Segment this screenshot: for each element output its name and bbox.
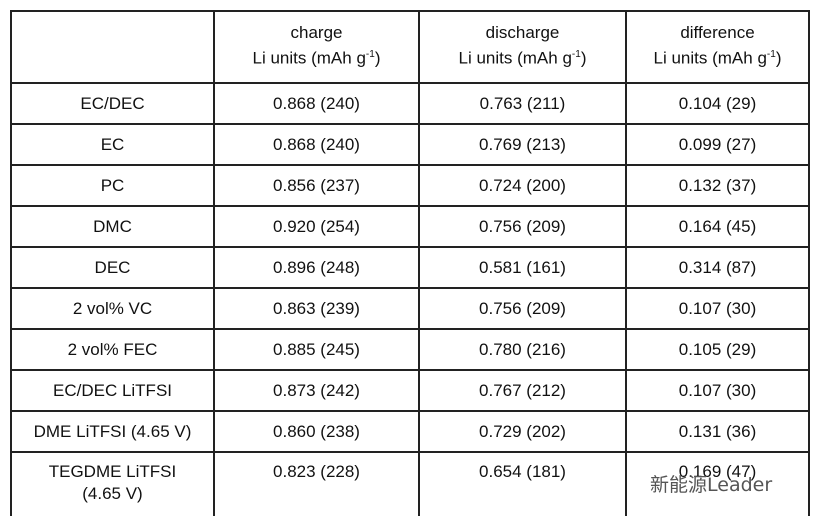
row-label: EC/DEC	[10, 82, 215, 125]
cell: 0.164 (45)	[625, 205, 810, 248]
header-cell: discharge Li units (mAh g-1)	[418, 10, 627, 84]
header-unit: Li units (mAh g	[653, 48, 767, 68]
cell: 0.763 (211)	[418, 82, 627, 125]
table-row: EC/DEC 0.868 (240) 0.763 (211) 0.104 (29)	[10, 82, 810, 125]
row-label: DME LiTFSI (4.65 V)	[10, 410, 215, 453]
watermark: 新能源Leader	[650, 474, 773, 496]
header-row: charge Li units (mAh g-1) discharge Li unit…	[10, 10, 810, 84]
row-label: 2 vol% FEC	[10, 328, 215, 371]
header-title: charge	[290, 23, 343, 42]
cell: 0.780 (216)	[418, 328, 627, 371]
header-sup: -1	[571, 49, 581, 60]
cell: 0.729 (202)	[418, 410, 627, 453]
cell: 0.769 (213)	[418, 123, 627, 166]
cell: 0.131 (36)	[625, 410, 810, 453]
table-row: PC 0.856 (237) 0.724 (200) 0.132 (37)	[10, 164, 810, 207]
cell: 0.823 (228)	[213, 451, 420, 516]
table-row: TEGDME LiTFSI (4.65 V) 0.823 (228) 0.654 (…	[10, 451, 810, 516]
cell: 0.724 (200)	[418, 164, 627, 207]
cell: 0.873 (242)	[213, 369, 420, 412]
header-title: discharge	[485, 23, 560, 42]
row-label: DMC	[10, 205, 215, 248]
row-label: PC	[10, 164, 215, 207]
header-cell	[10, 10, 215, 84]
header-unit: Li units (mAh g	[252, 48, 366, 68]
cell: 0.767 (212)	[418, 369, 627, 412]
cell: 0.107 (30)	[625, 287, 810, 330]
header-unit-close: )	[580, 48, 587, 68]
header-sup: -1	[365, 49, 375, 60]
cell: 0.868 (240)	[213, 82, 420, 125]
row-label: DEC	[10, 246, 215, 289]
cell: 0.169 (47)	[625, 451, 810, 516]
table-row: 2 vol% VC 0.863 (239) 0.756 (209) 0.107 (30…	[10, 287, 810, 330]
table-row: DME LiTFSI (4.65 V) 0.860 (238) 0.729 (202…	[10, 410, 810, 453]
cell: 0.105 (29)	[625, 328, 810, 371]
cell: 0.856 (237)	[213, 164, 420, 207]
table-row: DMC 0.920 (254) 0.756 (209) 0.164 (45)	[10, 205, 810, 248]
table-row: EC/DEC LiTFSI 0.873 (242) 0.767 (212) 0.107…	[10, 369, 810, 412]
cell: 0.868 (240)	[213, 123, 420, 166]
cell: 0.860 (238)	[213, 410, 420, 453]
cell: 0.099 (27)	[625, 123, 810, 166]
header-unit: Li units (mAh g	[458, 48, 572, 68]
results-table: charge Li units (mAh g-1) discharge Li unit…	[10, 10, 810, 516]
cell: 0.756 (209)	[418, 205, 627, 248]
cell: 0.314 (87)	[625, 246, 810, 289]
cell: 0.107 (30)	[625, 369, 810, 412]
table-row: DEC 0.896 (248) 0.581 (161) 0.314 (87)	[10, 246, 810, 289]
row-label: 2 vol% VC	[10, 287, 215, 330]
header-title: difference	[680, 23, 755, 42]
cell: 0.885 (245)	[213, 328, 420, 371]
header-unit-close: )	[374, 48, 381, 68]
cell: 0.654 (181)	[418, 451, 627, 516]
table-row: EC 0.868 (240) 0.769 (213) 0.099 (27)	[10, 123, 810, 166]
cell: 0.756 (209)	[418, 287, 627, 330]
row-label: EC/DEC LiTFSI	[10, 369, 215, 412]
cell: 0.132 (37)	[625, 164, 810, 207]
cell: 0.863 (239)	[213, 287, 420, 330]
row-label: EC	[10, 123, 215, 166]
header-cell: difference Li units (mAh g-1)	[625, 10, 810, 84]
header-cell: charge Li units (mAh g-1)	[213, 10, 420, 84]
table-row: 2 vol% FEC 0.885 (245) 0.780 (216) 0.105 (2…	[10, 328, 810, 371]
cell: 0.581 (161)	[418, 246, 627, 289]
header-unit-close: )	[775, 48, 782, 68]
header-sup: -1	[766, 49, 776, 60]
cell: 0.896 (248)	[213, 246, 420, 289]
cell: 0.920 (254)	[213, 205, 420, 248]
cell: 0.104 (29)	[625, 82, 810, 125]
row-label: TEGDME LiTFSI (4.65 V)	[10, 451, 215, 516]
